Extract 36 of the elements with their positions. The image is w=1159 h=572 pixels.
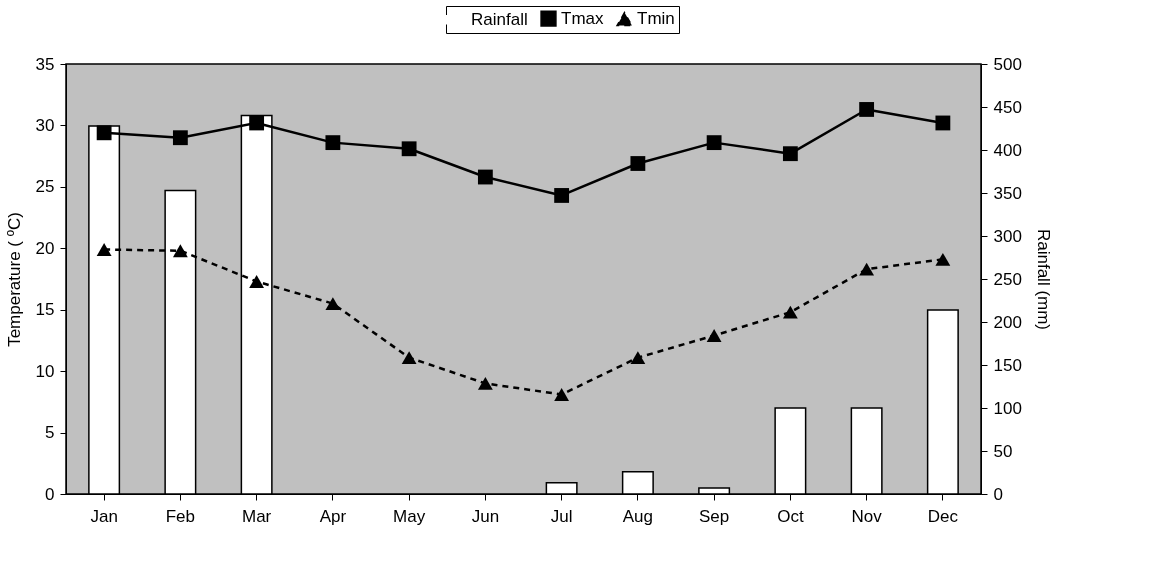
x-tick-label: Oct <box>777 506 804 526</box>
legend-label: Rainfall <box>471 9 528 29</box>
legend-label: Tmin <box>637 9 675 29</box>
y-tick-label: 30 <box>35 115 55 135</box>
y2-tick-label: 150 <box>993 355 1022 375</box>
x-tick-label: Jun <box>471 506 500 526</box>
y2-tick-label: 350 <box>993 183 1022 203</box>
x-tick-label: Sep <box>699 506 730 526</box>
x-tick-label: Apr <box>319 506 347 526</box>
x-tick-label: Mar <box>241 506 272 526</box>
y-tick-label: 20 <box>35 238 55 258</box>
x-tick-label: Jan <box>90 506 118 526</box>
y-axis-title: Temperature ( ºC) <box>4 212 24 347</box>
y2-tick-label: 250 <box>993 269 1022 289</box>
y2-tick-label: 300 <box>993 226 1022 246</box>
x-tick-label: Aug <box>622 506 653 526</box>
y2-tick-label: 100 <box>993 398 1022 418</box>
x-tick-label: Feb <box>165 506 196 526</box>
y2-axis-title: Rainfall (mm) <box>1033 228 1053 331</box>
y-tick-label: 5 <box>45 423 55 443</box>
y-tick-label: 15 <box>35 300 55 320</box>
y2-tick-label: 500 <box>993 54 1022 74</box>
x-tick-label: Jul <box>550 506 573 526</box>
y2-tick-label: 200 <box>993 312 1022 332</box>
y2-tick-label: 0 <box>993 484 1003 504</box>
y2-tick-label: 50 <box>993 441 1013 461</box>
y2-tick-label: 400 <box>993 140 1022 160</box>
x-tick-label: Dec <box>927 506 959 526</box>
x-tick-label: Nov <box>851 506 883 526</box>
y-tick-label: 25 <box>35 177 55 197</box>
x-tick-label: May <box>393 506 426 526</box>
y-tick-label: 10 <box>35 361 55 381</box>
legend-label: Tmax <box>561 8 604 28</box>
y-tick-label: 0 <box>45 484 55 504</box>
y-tick-label: 35 <box>35 54 55 74</box>
y2-tick-label: 450 <box>993 97 1022 117</box>
